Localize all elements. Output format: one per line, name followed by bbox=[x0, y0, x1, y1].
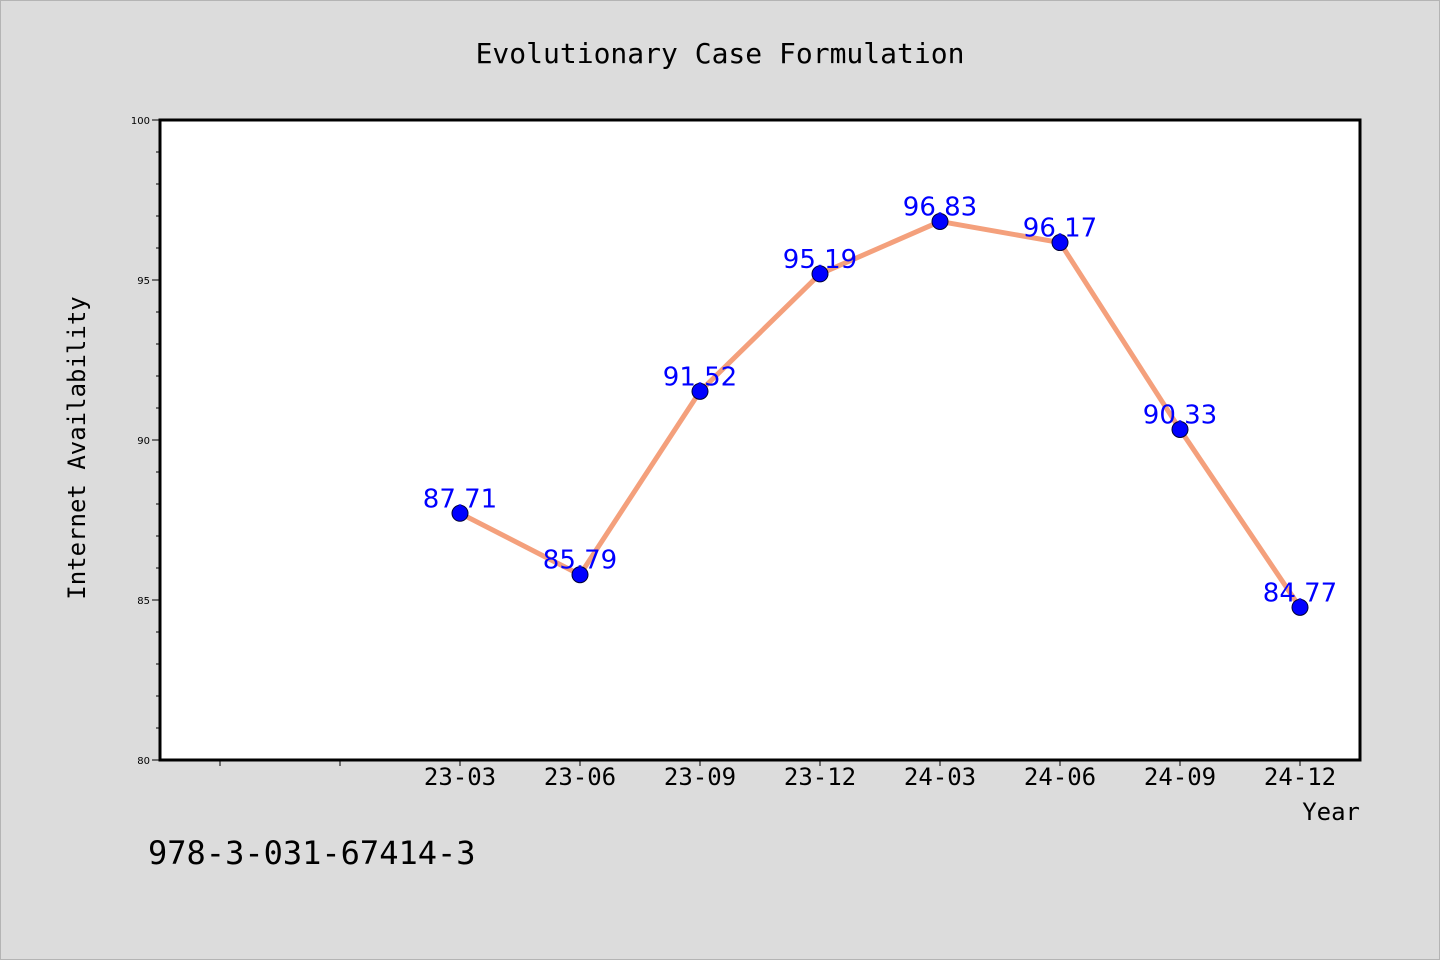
x-tick-label: 24-12 bbox=[1264, 763, 1336, 791]
y-tick-label: 95 bbox=[137, 276, 150, 287]
data-point bbox=[691, 382, 709, 400]
y-axis-label: Internet Availability bbox=[63, 296, 91, 599]
y-axis-ticks: 80 85 90 95 100 bbox=[131, 116, 160, 767]
footnote-text: 978-3-031-67414-3 bbox=[148, 834, 476, 872]
y-tick-label: 85 bbox=[137, 596, 150, 607]
data-point bbox=[931, 212, 949, 230]
x-tick-label: 23-09 bbox=[664, 763, 736, 791]
data-point bbox=[811, 265, 829, 283]
y-tick-label: 90 bbox=[137, 436, 150, 447]
data-label: 87.71 bbox=[423, 484, 497, 514]
plot-area bbox=[158, 118, 1362, 762]
x-axis-ticks: 23-03 23-06 23-09 23-12 24-03 24-06 24-09 24-12 bbox=[219, 760, 1336, 791]
series-line-group bbox=[457, 218, 1303, 610]
data-point bbox=[1291, 598, 1309, 616]
x-tick-label: 24-06 bbox=[1024, 763, 1096, 791]
data-markers bbox=[451, 212, 1309, 616]
x-tick-label: 23-03 bbox=[424, 763, 496, 791]
x-axis-label: Year bbox=[1302, 798, 1360, 826]
data-label: 90.33 bbox=[1143, 400, 1217, 430]
data-label: 95.19 bbox=[783, 245, 857, 275]
x-tick-label: 24-03 bbox=[904, 763, 976, 791]
y-tick-label: 80 bbox=[137, 756, 150, 767]
x-tick-label: 23-12 bbox=[784, 763, 856, 791]
data-labels: 87.71 85.79 91.52 95.19 96.83 96.17 90.33 84.77 bbox=[423, 192, 1337, 608]
data-point bbox=[451, 504, 469, 522]
data-label: 96.83 bbox=[903, 192, 977, 222]
data-label: 85.79 bbox=[543, 546, 617, 576]
data-point bbox=[1051, 234, 1069, 252]
data-label: 91.52 bbox=[663, 362, 737, 392]
data-point bbox=[1171, 420, 1189, 438]
series-line bbox=[457, 218, 1303, 610]
data-label: 96.17 bbox=[1023, 214, 1097, 244]
chart-title: Evolutionary Case Formulation bbox=[476, 37, 965, 70]
data-point bbox=[571, 566, 589, 584]
x-tick-label: 23-06 bbox=[544, 763, 616, 791]
x-tick-label: 24-09 bbox=[1144, 763, 1216, 791]
data-label: 84.77 bbox=[1263, 578, 1337, 608]
y-tick-label: 100 bbox=[131, 116, 150, 127]
